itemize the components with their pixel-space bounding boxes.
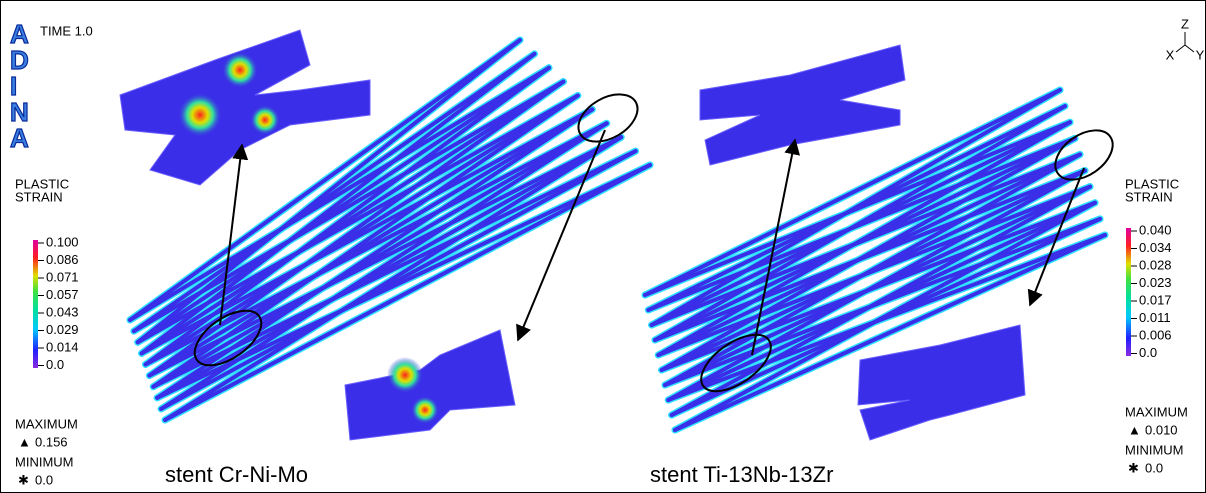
legend-label: 0.043	[46, 304, 79, 319]
legend-label: 0.006	[1139, 327, 1172, 342]
legend-label: 0.029	[46, 322, 79, 337]
legend-label: 0.040	[1139, 222, 1172, 237]
minimum-marker: ✱	[18, 472, 29, 487]
axis-z: Z	[1181, 16, 1189, 31]
inset-left-bottom	[345, 330, 515, 440]
minimum-value: 0.0	[1145, 460, 1163, 475]
legend-title: STRAIN	[15, 189, 63, 204]
inset-right-top	[700, 45, 905, 165]
legend-label: 0.017	[1139, 292, 1172, 307]
maximum-marker: ▲	[1128, 422, 1141, 437]
time-label: TIME 1.0	[40, 23, 93, 38]
maximum-value: 0.010	[1145, 422, 1178, 437]
maximum-label: MAXIMUM	[1125, 404, 1188, 419]
caption: stent Ti-13Nb-13Zr	[650, 462, 833, 487]
minimum-label: MINIMUM	[1125, 442, 1184, 457]
figure: Z X Y TIME 1.0 ADINA PLASTICSTRAIN0.1000…	[0, 0, 1206, 493]
logo-letter: A	[10, 123, 29, 153]
legend-label: 0.0	[1139, 345, 1157, 360]
legend-label: 0.100	[46, 234, 79, 249]
legend-label: 0.028	[1139, 257, 1172, 272]
legend-label: 0.011	[1139, 310, 1171, 325]
legend-title: STRAIN	[1125, 189, 1173, 204]
legend-label: 0.034	[1139, 240, 1172, 255]
inset-right-bottom	[858, 325, 1025, 440]
maximum-marker: ▲	[18, 434, 31, 449]
minimum-label: MINIMUM	[15, 454, 74, 469]
caption: stent Cr-Ni-Mo	[165, 462, 308, 487]
legend-label: 0.086	[46, 252, 79, 267]
legend-label: 0.0	[46, 357, 64, 372]
inset-left-top	[120, 30, 370, 185]
legend-label: 0.057	[46, 287, 79, 302]
colorbar	[1126, 228, 1131, 356]
minimum-marker: ✱	[1128, 460, 1139, 475]
legend-label: 0.071	[46, 269, 79, 284]
axis-y: Y	[1196, 47, 1205, 62]
legend-label: 0.014	[46, 339, 79, 354]
maximum-label: MAXIMUM	[15, 416, 78, 431]
axis-triad	[1176, 32, 1194, 52]
minimum-value: 0.0	[35, 472, 53, 487]
legend-label: 0.023	[1139, 275, 1172, 290]
axis-x: X	[1166, 47, 1175, 62]
maximum-value: 0.156	[35, 434, 68, 449]
colorbar	[33, 240, 38, 368]
